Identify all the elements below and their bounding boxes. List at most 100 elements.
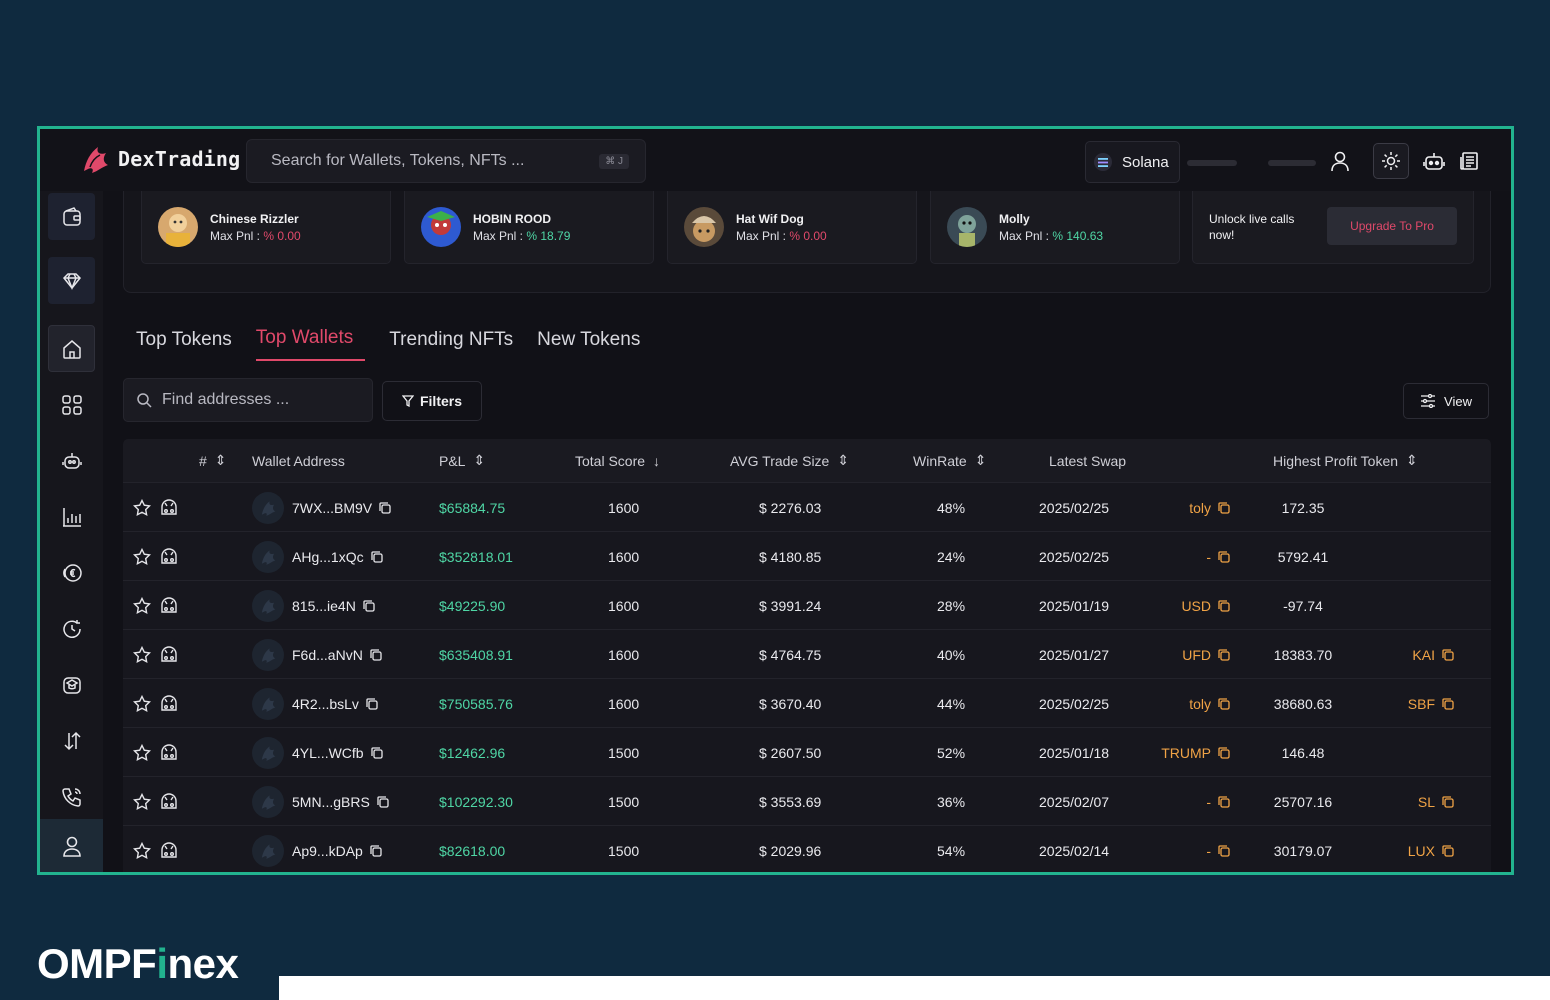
highest-profit-token[interactable]: KAI <box>1412 646 1435 663</box>
col-pnl[interactable]: P&L ⇕ <box>439 439 485 482</box>
latest-swap-token[interactable]: - <box>1206 793 1211 810</box>
col-avg[interactable]: AVG Trade Size ⇕ <box>730 439 849 482</box>
copy-icon[interactable] <box>378 501 392 515</box>
sidebar-item-earn[interactable] <box>48 549 95 596</box>
copy-icon[interactable] <box>1217 501 1231 515</box>
trader-card[interactable]: Chinese Rizzler Max Pnl : % 0.00 <box>141 191 391 264</box>
copy-icon[interactable] <box>1217 599 1231 613</box>
sidebar-item-premium[interactable] <box>48 257 95 304</box>
latest-swap-token[interactable]: - <box>1206 842 1211 859</box>
table-row[interactable]: 4YL...WCfb $12462.96 1500 $ 2607.50 52% 2025/… <box>123 727 1491 776</box>
track-wallet-icon[interactable] <box>159 679 179 728</box>
sidebar-item-wallet[interactable] <box>48 193 95 240</box>
track-wallet-icon[interactable] <box>159 581 179 630</box>
track-wallet-icon[interactable] <box>159 826 179 872</box>
trader-card[interactable]: Hat Wif Dog Max Pnl : % 0.00 <box>667 191 917 264</box>
sidebar-item-account[interactable] <box>40 819 103 872</box>
upgrade-to-pro-button[interactable]: Upgrade To Pro <box>1327 207 1457 245</box>
copy-icon[interactable] <box>370 550 384 564</box>
table-row[interactable]: 7WX...BM9V $65884.75 1600 $ 2276.03 48% 2025/… <box>123 482 1491 531</box>
copy-icon[interactable] <box>1441 795 1455 809</box>
sidebar-item-home[interactable] <box>48 325 95 372</box>
filters-button[interactable]: Filters <box>382 381 482 421</box>
wallet-address[interactable]: 5MN...gBRS <box>292 793 370 810</box>
trader-card[interactable]: HOBIN ROOD Max Pnl : % 18.79 <box>404 191 654 264</box>
wallet-address[interactable]: AHg...1xQc <box>292 548 364 565</box>
favorite-star-icon[interactable] <box>133 532 151 581</box>
tab-top-tokens[interactable]: Top Tokens <box>136 329 232 350</box>
view-button[interactable]: View <box>1403 383 1489 419</box>
col-winrate[interactable]: WinRate ⇕ <box>913 439 986 482</box>
find-addresses-input[interactable]: Find addresses ... <box>123 378 373 422</box>
tab-top-wallets[interactable]: Top Wallets <box>255 323 366 361</box>
copy-icon[interactable] <box>1217 697 1231 711</box>
wallet-address[interactable]: F6d...aNvN <box>292 646 363 663</box>
copy-icon[interactable] <box>1217 550 1231 564</box>
track-wallet-icon[interactable] <box>159 630 179 679</box>
latest-swap-token[interactable]: toly <box>1189 695 1211 712</box>
table-row[interactable]: 4R2...bsLv $750585.76 1600 $ 3670.40 44% 2025… <box>123 678 1491 727</box>
wallet-address[interactable]: 7WX...BM9V <box>292 499 373 516</box>
col-highest[interactable]: Highest Profit Token ⇕ <box>1273 439 1418 482</box>
col-score[interactable]: Total Score ↓ <box>575 439 660 482</box>
latest-swap-token[interactable]: - <box>1206 548 1211 565</box>
sidebar-item-history[interactable] <box>48 605 95 652</box>
chain-selector[interactable]: Solana <box>1085 141 1180 183</box>
latest-swap-token[interactable]: toly <box>1189 499 1211 516</box>
table-row[interactable]: 5MN...gBRS $102292.30 1500 $ 3553.69 36% 2025… <box>123 776 1491 825</box>
wallet-address[interactable]: 815...ie4N <box>292 597 356 614</box>
sidebar-item-learn[interactable] <box>48 661 95 708</box>
favorite-star-icon[interactable] <box>133 777 151 826</box>
copy-icon[interactable] <box>376 795 390 809</box>
copy-icon[interactable] <box>1441 697 1455 711</box>
table-row[interactable]: 815...ie4N $49225.90 1600 $ 3991.24 28% 2025/… <box>123 580 1491 629</box>
copy-icon[interactable] <box>1217 746 1231 760</box>
track-wallet-icon[interactable] <box>159 483 179 532</box>
user-profile-icon[interactable] <box>1322 143 1358 179</box>
highest-profit-token[interactable]: LUX <box>1407 842 1435 859</box>
table-row[interactable]: Ap9...kDAp $82618.00 1500 $ 2029.96 54% 2025/… <box>123 825 1491 872</box>
latest-swap-token[interactable]: TRUMP <box>1161 744 1211 761</box>
favorite-star-icon[interactable] <box>133 826 151 872</box>
favorite-star-icon[interactable] <box>133 483 151 532</box>
tab-new-tokens[interactable]: New Tokens <box>537 329 641 350</box>
wallet-address[interactable]: 4R2...bsLv <box>292 695 359 712</box>
copy-icon[interactable] <box>362 599 376 613</box>
copy-icon[interactable] <box>365 697 379 711</box>
trader-card[interactable]: Molly Max Pnl : % 140.63 <box>930 191 1180 264</box>
copy-icon[interactable] <box>369 648 383 662</box>
copy-icon[interactable] <box>1217 795 1231 809</box>
sidebar-item-apps[interactable] <box>48 381 95 428</box>
favorite-star-icon[interactable] <box>133 581 151 630</box>
track-wallet-icon[interactable] <box>159 777 179 826</box>
copy-icon[interactable] <box>1441 844 1455 858</box>
track-wallet-icon[interactable] <box>159 532 179 581</box>
wallet-address[interactable]: Ap9...kDAp <box>292 842 363 859</box>
highest-profit-token[interactable]: SL <box>1417 793 1435 810</box>
track-wallet-icon[interactable] <box>159 728 179 777</box>
tab-trending-nfts[interactable]: Trending NFTs <box>389 329 514 350</box>
sidebar-item-analytics[interactable] <box>48 493 95 540</box>
highest-profit-token[interactable]: SBF <box>1407 695 1435 712</box>
favorite-star-icon[interactable] <box>133 728 151 777</box>
wallet-address[interactable]: 4YL...WCfb <box>292 744 364 761</box>
news-icon[interactable] <box>1452 143 1488 179</box>
latest-swap-token[interactable]: USD <box>1181 597 1211 614</box>
latest-swap-token[interactable]: UFD <box>1182 646 1211 663</box>
copy-icon[interactable] <box>1441 648 1455 662</box>
copy-icon[interactable] <box>1217 648 1231 662</box>
bot-icon[interactable] <box>1416 143 1452 179</box>
col-num[interactable]: # ⇕ <box>199 439 227 482</box>
app-logo[interactable]: DexTrading <box>80 143 240 175</box>
copy-icon[interactable] <box>370 746 384 760</box>
copy-icon[interactable] <box>369 844 383 858</box>
sidebar-item-swap[interactable] <box>48 717 95 764</box>
favorite-star-icon[interactable] <box>133 630 151 679</box>
favorite-star-icon[interactable] <box>133 679 151 728</box>
copy-icon[interactable] <box>1217 844 1231 858</box>
theme-toggle-sun-icon[interactable] <box>1373 143 1409 179</box>
sidebar-item-bots[interactable] <box>48 437 95 484</box>
table-row[interactable]: F6d...aNvN $635408.91 1600 $ 4764.75 40% 2025… <box>123 629 1491 678</box>
sidebar-item-support[interactable] <box>48 773 95 820</box>
table-row[interactable]: AHg...1xQc $352818.01 1600 $ 4180.85 24% 2025… <box>123 531 1491 580</box>
